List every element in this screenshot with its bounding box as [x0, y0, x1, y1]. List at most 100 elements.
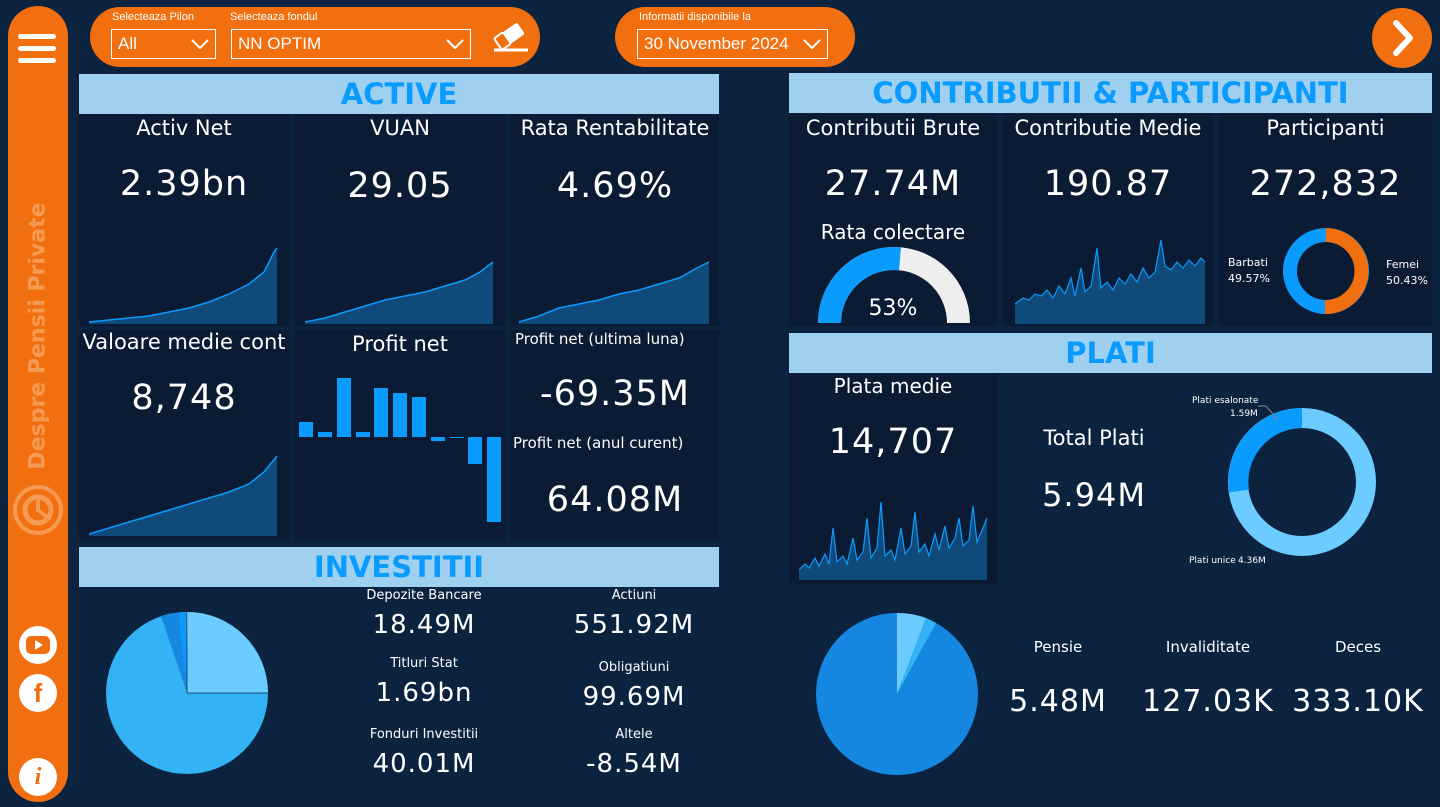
- vuan-sparkline: [305, 261, 494, 324]
- pilon-label: Selecteaza Pilon: [112, 11, 194, 23]
- barbati-label: Barbati: [1228, 256, 1268, 269]
- plati-esalonate-label: Plati esalonate: [1192, 396, 1259, 406]
- plati-unice-value: 4.36M: [1238, 556, 1266, 566]
- activ-net-sparkline: [89, 247, 278, 324]
- investitii-pie-chart: [106, 612, 269, 774]
- eraser-icon[interactable]: [490, 21, 530, 53]
- activ-net-card: Activ Net 2.39bn: [79, 114, 289, 326]
- date-bar: Informatii disponibile la 30 November 20…: [615, 7, 855, 67]
- participanti-card: Participanti 272,832 Barbati 49.57% Feme…: [1219, 114, 1432, 326]
- next-page-button[interactable]: [1372, 8, 1432, 68]
- valoare-medie-value: 8,748: [131, 378, 237, 418]
- titluri-value: 1.69bn: [375, 678, 473, 708]
- investitii-header: INVESTITII: [79, 547, 719, 587]
- invaliditate-value: 127.03K: [1142, 684, 1274, 719]
- valoare-medie-sparkline: [89, 455, 278, 536]
- plata-medie-card: Plata medie 14,707: [789, 374, 997, 584]
- deces-label: Deces: [1334, 638, 1382, 656]
- participanti-value: 272,832: [1249, 164, 1402, 204]
- actiuni-value: 551.92M: [573, 610, 695, 640]
- leader-line: [1258, 405, 1279, 421]
- chevron-down-icon: [446, 39, 464, 49]
- pensie-label: Pensie: [1033, 638, 1083, 656]
- total-plati-label: Total Plati: [1043, 426, 1145, 450]
- rata-label: Rata Rentabilitate: [520, 116, 710, 140]
- rata-value: 4.69%: [556, 166, 674, 206]
- rata-colectare-label: Rata colectare: [820, 220, 966, 244]
- activ-net-label: Activ Net: [136, 116, 232, 140]
- titluri-label: Titluri Stat: [390, 656, 458, 671]
- contributii-header: CONTRIBUTII & PARTICIPANTI: [789, 73, 1432, 113]
- plati-esalonate-value: 1.59M: [1230, 409, 1258, 419]
- contributie-medie-value: 190.87: [1043, 164, 1173, 204]
- contributie-medie-label: Contributie Medie: [1014, 116, 1202, 140]
- contributii-brute-card: Contributii Brute 27.74M Rata colectare …: [789, 114, 997, 326]
- sidebar: Despre Pensii Private f i: [8, 6, 68, 802]
- profit-net-label: Profit net: [352, 332, 448, 356]
- vuan-label: VUAN: [370, 116, 430, 140]
- date-label: Informatii disponibile la: [639, 11, 751, 23]
- pensie-value: 5.48M: [1009, 684, 1107, 719]
- fond-label: Selecteaza fondul: [230, 11, 318, 23]
- plati-donut-chart: [1228, 408, 1376, 556]
- pilon-select-value: All: [118, 34, 137, 53]
- valoare-medie-card: Valoare medie cont 8,748: [79, 330, 289, 540]
- logo-icon: [12, 484, 64, 536]
- fonduri-label: Fonduri Investitii: [369, 727, 479, 742]
- plati-unice-label: Plati unice: [1189, 556, 1236, 566]
- gender-donut-chart: [1283, 228, 1369, 315]
- chevron-down-icon: [191, 39, 209, 49]
- profit-luna-label: Profit net (ultima luna): [515, 330, 685, 348]
- contributii-brute-value: 27.74M: [824, 164, 962, 204]
- chevron-down-icon: [803, 39, 821, 49]
- profit-an-label: Profit net (anul curent): [513, 434, 684, 452]
- obligatiuni-label: Obligatiuni: [598, 660, 670, 675]
- actiuni-label: Actiuni: [611, 588, 657, 603]
- contributii-brute-label: Contributii Brute: [805, 116, 981, 140]
- altele-value: -8.54M: [586, 749, 682, 779]
- rata-card: Rata Rentabilitate 4.69%: [511, 114, 719, 326]
- facebook-icon[interactable]: f: [19, 674, 57, 712]
- date-select[interactable]: 30 November 2024: [637, 29, 828, 59]
- rata-colectare-gauge: [818, 246, 970, 323]
- total-plati-value: 5.94M: [1042, 476, 1146, 514]
- plata-medie-label: Plata medie: [833, 374, 953, 398]
- plata-medie-sparkline: [799, 501, 988, 580]
- activ-net-value: 2.39bn: [119, 164, 249, 204]
- deces-value: 333.10K: [1292, 684, 1424, 719]
- barbati-value: 49.57%: [1228, 272, 1270, 285]
- plati-header: PLATI: [789, 333, 1432, 373]
- youtube-icon[interactable]: [19, 626, 57, 664]
- participanti-label: Participanti: [1266, 116, 1385, 140]
- valoare-medie-label: Valoare medie cont: [82, 330, 286, 354]
- fond-select[interactable]: NN OPTIM: [231, 29, 471, 59]
- sidebar-title: Despre Pensii Private: [25, 202, 51, 470]
- profit-card: Profit net (ultima luna) -69.35M Profit …: [511, 330, 719, 540]
- filter-bar: Selecteaza Pilon All Selecteaza fondul N…: [90, 7, 540, 67]
- obligatiuni-value: 99.69M: [582, 682, 686, 712]
- fonduri-value: 40.01M: [372, 749, 476, 779]
- depozite-label: Depozite Bancare: [366, 588, 482, 603]
- profit-net-bar-chart: [299, 378, 501, 522]
- fond-select-value: NN OPTIM: [238, 34, 322, 53]
- profit-luna-value: -69.35M: [539, 374, 691, 414]
- profit-net-card: Profit net: [295, 330, 505, 540]
- plati-tip-pie-chart: [816, 612, 978, 775]
- rata-colectare-value: 53%: [868, 296, 918, 321]
- date-select-value: 30 November 2024: [644, 34, 789, 53]
- menu-icon[interactable]: [18, 34, 58, 68]
- altele-label: Altele: [615, 727, 653, 742]
- vuan-value: 29.05: [347, 166, 453, 206]
- femei-value: 50.43%: [1386, 274, 1428, 287]
- active-header: ACTIVE: [79, 74, 719, 114]
- depozite-value: 18.49M: [372, 610, 476, 640]
- invaliditate-label: Invaliditate: [1165, 638, 1251, 656]
- vuan-card: VUAN 29.05: [295, 114, 505, 326]
- pilon-select[interactable]: All: [111, 29, 216, 59]
- info-icon[interactable]: i: [19, 758, 57, 796]
- contributie-medie-sparkline: [1015, 239, 1206, 324]
- femei-label: Femei: [1386, 258, 1420, 271]
- chevron-right-icon: [1393, 20, 1413, 56]
- profit-an-value: 64.08M: [546, 480, 684, 520]
- rata-sparkline: [519, 261, 710, 324]
